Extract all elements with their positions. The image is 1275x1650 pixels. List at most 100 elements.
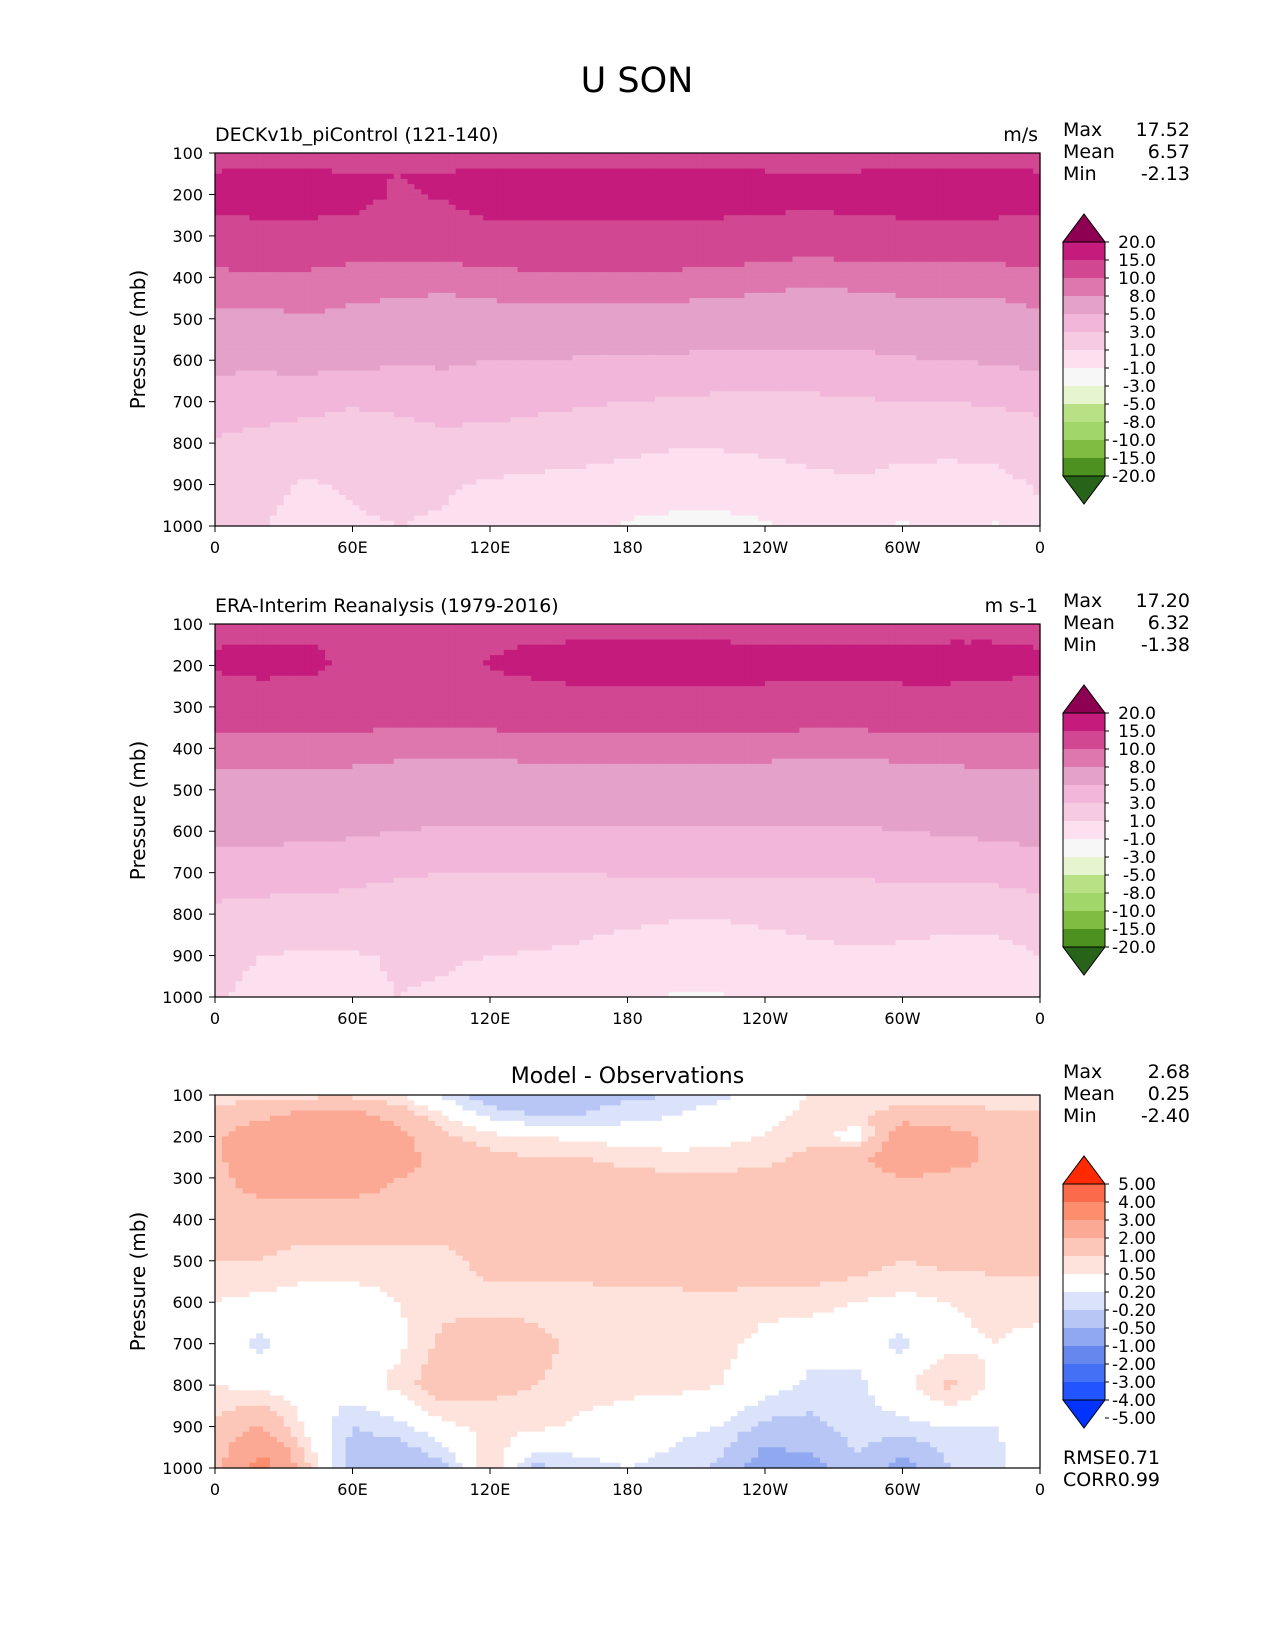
- field-cell: [758, 174, 765, 180]
- field-cell: [243, 215, 250, 221]
- field-cell: [332, 174, 339, 180]
- field-cell: [758, 355, 765, 361]
- field-cell: [545, 215, 552, 221]
- field-cell: [813, 231, 820, 237]
- field-cell: [291, 298, 298, 304]
- field-cell: [717, 288, 724, 294]
- field-cell: [848, 236, 855, 242]
- field-cell: [923, 345, 930, 351]
- field-cell: [339, 174, 346, 180]
- field-cell: [1026, 308, 1033, 314]
- field-cell: [463, 360, 470, 366]
- field-cell: [318, 272, 325, 278]
- field-cell: [765, 246, 772, 252]
- field-cell: [882, 200, 889, 206]
- field-cell: [944, 272, 951, 278]
- field-cell: [490, 272, 497, 278]
- field-cell: [401, 345, 408, 351]
- field-cell: [401, 158, 408, 164]
- field-cell: [848, 251, 855, 257]
- field-cell: [298, 194, 305, 200]
- field-cell: [518, 360, 525, 366]
- field-cell: [717, 174, 724, 180]
- field-cell: [518, 303, 525, 309]
- field-cell: [263, 205, 270, 211]
- field-cell: [215, 179, 222, 185]
- field-cell: [524, 283, 531, 289]
- field-cell: [724, 293, 731, 299]
- field-cell: [552, 169, 559, 175]
- field-cell: [483, 174, 490, 180]
- field-cell: [964, 272, 971, 278]
- field-cell: [854, 251, 861, 257]
- field-cell: [291, 360, 298, 366]
- field-cell: [593, 189, 600, 195]
- field-cell: [270, 262, 277, 268]
- field-cell: [408, 319, 415, 325]
- field-cell: [469, 246, 476, 252]
- field-cell: [793, 308, 800, 314]
- field-cell: [738, 319, 745, 325]
- field-cell: [387, 365, 394, 371]
- field-cell: [421, 308, 428, 314]
- field-cell: [820, 169, 827, 175]
- field-cell: [408, 194, 415, 200]
- field-cell: [298, 303, 305, 309]
- field-cell: [263, 163, 270, 169]
- field-cell: [841, 360, 848, 366]
- field-cell: [813, 288, 820, 294]
- field-cell: [978, 210, 985, 216]
- field-cell: [937, 314, 944, 320]
- field-cell: [215, 226, 222, 232]
- field-cell: [1013, 241, 1020, 247]
- field-cell: [738, 272, 745, 278]
- field-cell: [786, 257, 793, 263]
- field-cell: [538, 205, 545, 211]
- field-cell: [566, 231, 573, 237]
- field-cell: [944, 277, 951, 283]
- field-cell: [738, 360, 745, 366]
- field-cell: [524, 251, 531, 257]
- field-cell: [449, 345, 456, 351]
- field-cell: [703, 241, 710, 247]
- field-cell: [222, 169, 229, 175]
- field-cell: [483, 293, 490, 299]
- field-cell: [545, 251, 552, 257]
- field-cell: [593, 220, 600, 226]
- field-cell: [573, 200, 580, 206]
- field-cell: [710, 365, 717, 371]
- field-cell: [724, 169, 731, 175]
- field-cell: [958, 194, 965, 200]
- field-cell: [916, 340, 923, 346]
- field-cell: [861, 355, 868, 361]
- field-cell: [999, 355, 1006, 361]
- field-cell: [607, 350, 614, 356]
- field-cell: [923, 194, 930, 200]
- field-cell: [1006, 293, 1013, 299]
- field-cell: [710, 319, 717, 325]
- field-cell: [786, 205, 793, 211]
- field-cell: [401, 293, 408, 299]
- field-cell: [909, 184, 916, 190]
- field-cell: [958, 158, 965, 164]
- field-cell: [353, 194, 360, 200]
- field-cell: [710, 220, 717, 226]
- field-cell: [442, 277, 449, 283]
- field-cell: [270, 246, 277, 252]
- field-cell: [421, 205, 428, 211]
- field-cell: [662, 220, 669, 226]
- field-cell: [772, 298, 779, 304]
- field-cell: [270, 272, 277, 278]
- field-cell: [813, 210, 820, 216]
- field-cell: [270, 319, 277, 325]
- field-cell: [531, 303, 538, 309]
- field-cell: [332, 200, 339, 206]
- field-cell: [696, 210, 703, 216]
- field-cell: [325, 205, 332, 211]
- field-cell: [689, 215, 696, 221]
- field-cell: [490, 340, 497, 346]
- field-cell: [738, 334, 745, 340]
- field-cell: [882, 319, 889, 325]
- field-cell: [655, 226, 662, 232]
- field-cell: [353, 319, 360, 325]
